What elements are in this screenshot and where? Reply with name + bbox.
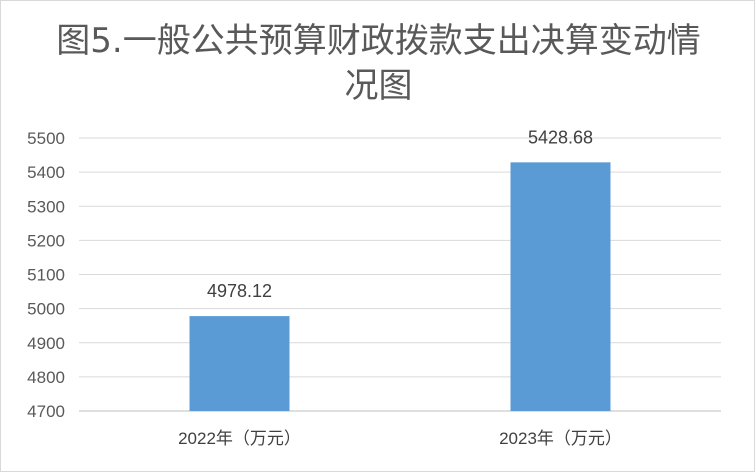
bars xyxy=(189,162,611,411)
gridlines xyxy=(79,137,721,412)
data-label: 4978.12 xyxy=(207,281,272,301)
y-tick-label: 5100 xyxy=(27,266,65,285)
data-label: 5428.68 xyxy=(528,127,593,147)
y-tick-label: 5400 xyxy=(27,163,65,182)
chart-title: 图5.一般公共预算财政拨款支出决算变动情况图 xyxy=(56,21,701,106)
bar xyxy=(510,162,611,411)
y-tick-label: 5500 xyxy=(27,129,65,148)
y-tick-label: 5300 xyxy=(27,197,65,216)
y-tick-label: 4900 xyxy=(27,334,65,353)
bar xyxy=(189,316,290,411)
y-tick-label: 5200 xyxy=(27,231,65,250)
category-label: 2023年（万元） xyxy=(499,429,622,448)
y-tick-label: 5000 xyxy=(27,300,65,319)
category-label: 2022年（万元） xyxy=(178,429,301,448)
y-tick-label: 4700 xyxy=(27,402,65,421)
labels: 4700 4800 4900 5000 5100 5200 5300 5400 5500 4978… xyxy=(27,127,622,448)
y-tick-label: 4800 xyxy=(27,368,65,387)
